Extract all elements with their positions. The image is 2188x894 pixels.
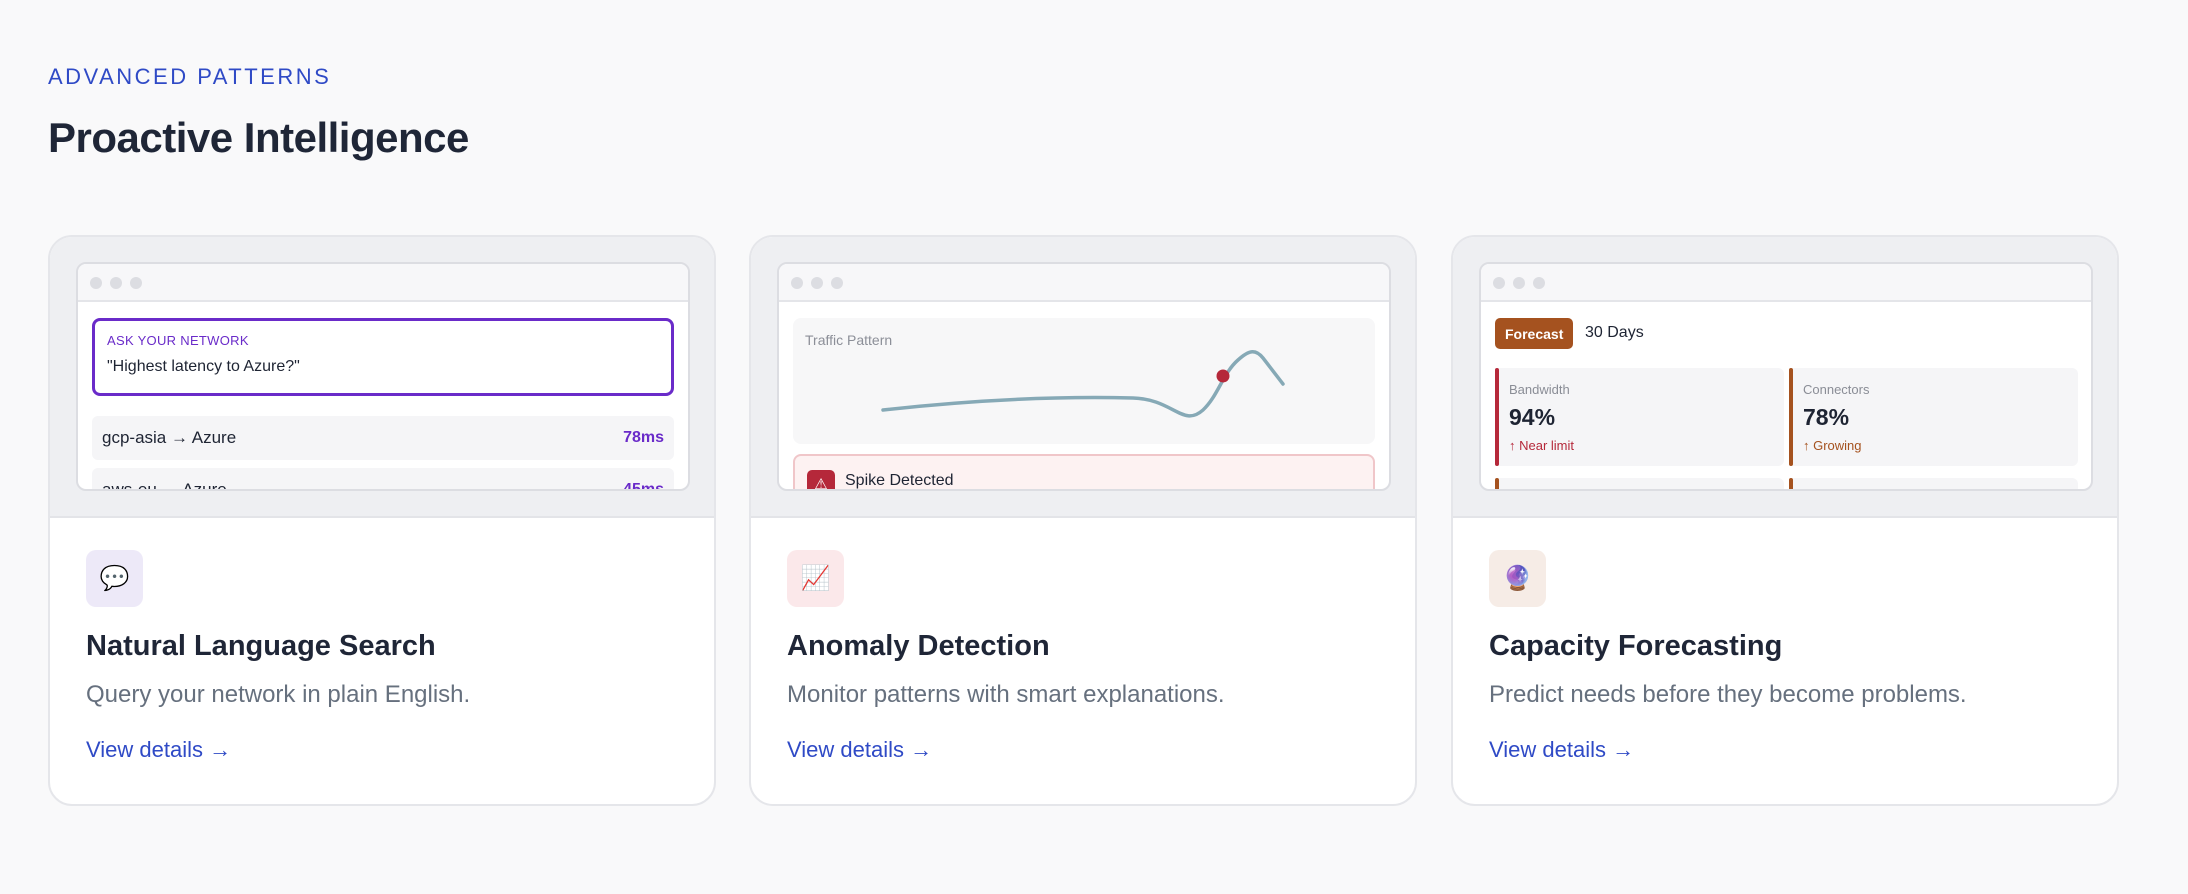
forecast-badge: Forecast (1495, 318, 1574, 349)
feature-card-anomaly-detection[interactable]: Traffic Pattern ⚠ Spike Detected 📈 Anoma… (749, 235, 1417, 806)
metric-card-bandwidth: Bandwidth 94% ↑ Near limit (1495, 368, 1784, 466)
card-title: Capacity Forecasting (1489, 630, 1783, 662)
card-preview: ASK YOUR NETWORK "Highest latency to Azu… (50, 237, 714, 518)
card-preview: Traffic Pattern ⚠ Spike Detected (751, 237, 1415, 518)
anomaly-point (1216, 369, 1230, 383)
card-description: Monitor patterns with smart explanations… (787, 681, 1225, 708)
warning-icon: ⚠ (807, 470, 835, 489)
window-dot (1533, 277, 1545, 289)
traffic-line-chart (881, 350, 1285, 418)
window-titlebar (78, 264, 688, 302)
card-description: Predict needs before they become problem… (1489, 681, 1967, 708)
metric-value: 94% (1509, 404, 1556, 430)
window-dot (110, 277, 122, 289)
traffic-line (881, 350, 1285, 418)
result-route: aws-eu → Azure (102, 480, 227, 491)
metric-card-connectors: Connectors 78% ↑ Growing (1789, 368, 2078, 466)
card-preview: Forecast 30 Days Bandwidth 94% ↑ Near li… (1453, 237, 2117, 518)
metric-card (1789, 478, 2078, 489)
traffic-pattern-chart: Traffic Pattern (793, 318, 1375, 444)
chart-label: Traffic Pattern (805, 332, 893, 348)
preview-window: Traffic Pattern ⚠ Spike Detected (777, 262, 1391, 491)
window-dot (811, 277, 823, 289)
window-dot (791, 277, 803, 289)
result-latency: 45ms (623, 481, 664, 491)
ask-label: ASK YOUR NETWORK (107, 333, 249, 348)
ask-network-input[interactable]: ASK YOUR NETWORK "Highest latency to Azu… (92, 318, 674, 396)
preview-window: ASK YOUR NETWORK "Highest latency to Azu… (76, 262, 690, 491)
feature-card-capacity-forecasting[interactable]: Forecast 30 Days Bandwidth 94% ↑ Near li… (1451, 235, 2119, 806)
view-details-link[interactable]: View details → (1489, 737, 1635, 762)
window-dot (831, 277, 843, 289)
window-titlebar (779, 264, 1389, 302)
window-dot (90, 277, 102, 289)
view-details-link[interactable]: View details → (86, 737, 232, 762)
preview-window: Forecast 30 Days Bandwidth 94% ↑ Near li… (1479, 262, 2093, 491)
result-route: gcp-asia → Azure (102, 428, 237, 447)
card-title: Natural Language Search (86, 630, 436, 662)
result-row[interactable]: aws-eu → Azure 45ms (92, 468, 674, 491)
feature-card-natural-language-search[interactable]: ASK YOUR NETWORK "Highest latency to Azu… (48, 235, 716, 806)
metric-card (1495, 478, 1784, 489)
crystal-ball-icon: 🔮 (1489, 550, 1546, 607)
section-eyebrow: ADVANCED PATTERNS (48, 64, 332, 89)
spike-alert[interactable]: ⚠ Spike Detected (793, 454, 1375, 489)
card-title: Anomaly Detection (787, 630, 1050, 662)
metric-value: 78% (1803, 404, 1850, 430)
window-dot (1513, 277, 1525, 289)
window-dot (130, 277, 142, 289)
speech-bubble-icon: 💬 (86, 550, 143, 607)
alert-text: Spike Detected (845, 472, 954, 489)
section-title: Proactive Intelligence (48, 114, 469, 161)
forecast-period: 30 Days (1585, 324, 1644, 341)
card-description: Query your network in plain English. (86, 681, 471, 708)
metric-label: Bandwidth (1509, 382, 1570, 397)
window-dot (1493, 277, 1505, 289)
metric-note: ↑ Growing (1803, 438, 1862, 453)
result-row[interactable]: gcp-asia → Azure 78ms (92, 416, 674, 460)
view-details-link[interactable]: View details → (787, 737, 933, 762)
chart-increasing-icon: 📈 (787, 550, 844, 607)
window-titlebar (1481, 264, 2091, 302)
ask-query: "Highest latency to Azure?" (107, 358, 300, 375)
metric-label: Connectors (1803, 382, 1870, 397)
result-latency: 78ms (623, 429, 664, 446)
metric-note: ↑ Near limit (1509, 438, 1575, 453)
